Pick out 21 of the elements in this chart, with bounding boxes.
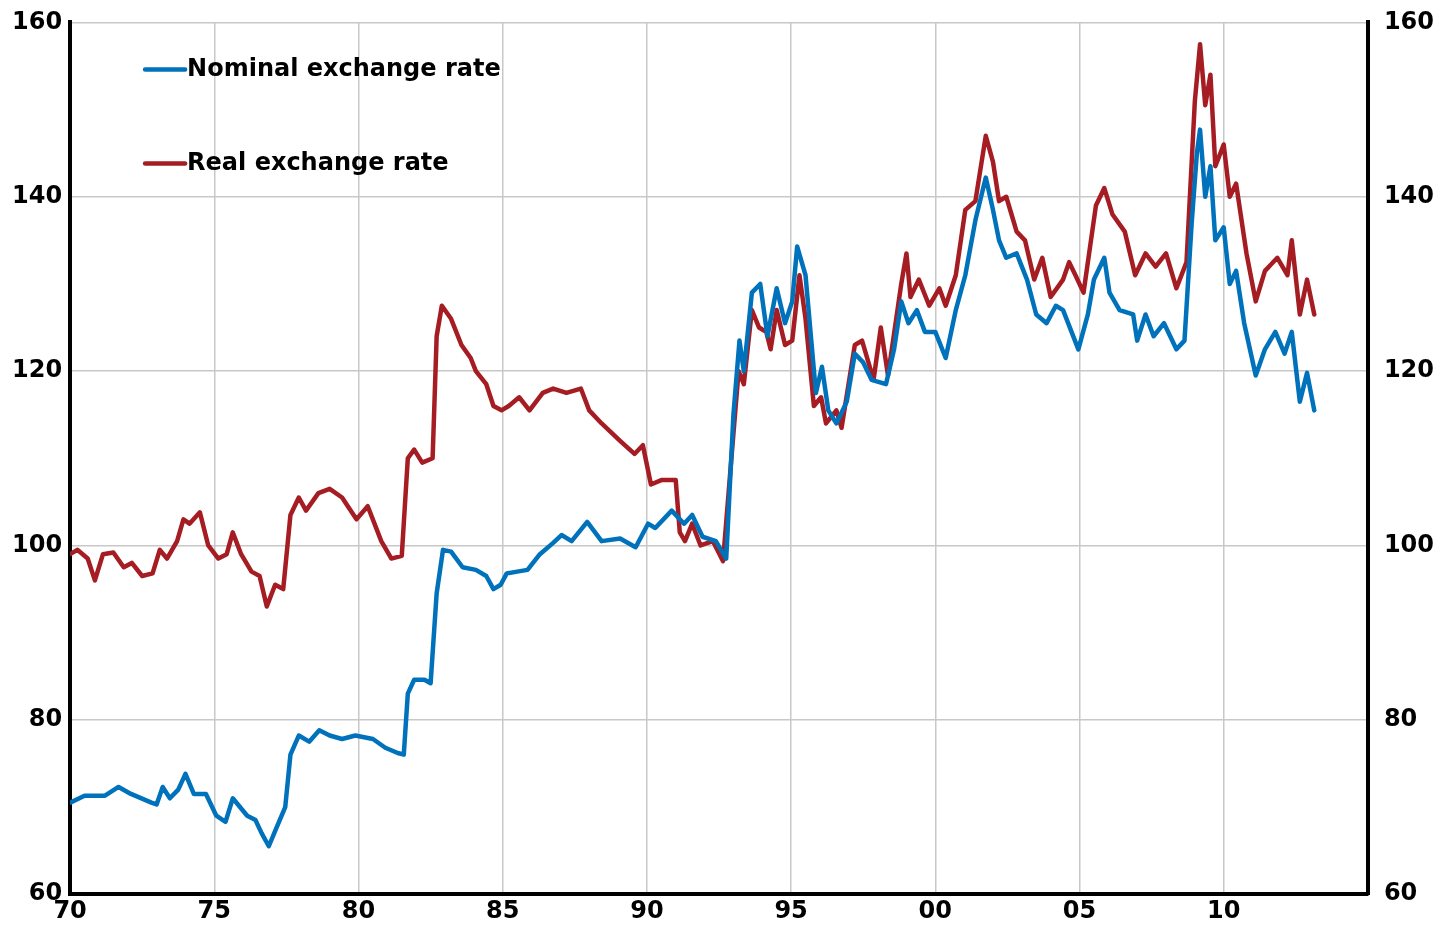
y-tick-label: 100 (11, 529, 63, 558)
y2-tick-label: 140 (1383, 180, 1435, 209)
x-tick-label: 75 (197, 895, 231, 924)
x-tick-label: 10 (1207, 895, 1241, 924)
y2-tick-label: 80 (1383, 704, 1418, 733)
legend-label: Real exchange rate (187, 147, 449, 176)
y2-tick-label: 120 (1383, 355, 1435, 384)
y2-tick-label: 60 (1383, 878, 1418, 907)
y-tick-label: 140 (11, 180, 63, 209)
y2-tick-label: 160 (1383, 6, 1435, 35)
x-tick-label: 00 (918, 895, 952, 924)
legend-label: Nominal exchange rate (187, 53, 501, 82)
y-tick-label: 80 (28, 704, 63, 733)
y-tick-label: 160 (11, 6, 63, 35)
y-tick-label: 120 (11, 355, 63, 384)
y2-tick-label: 100 (1383, 529, 1435, 558)
x-tick-label: 05 (1062, 895, 1097, 924)
x-tick-label: 90 (630, 895, 664, 924)
x-tick-label: 80 (341, 895, 376, 924)
x-tick-label: 85 (486, 895, 520, 924)
x-tick-label: 95 (774, 895, 808, 924)
